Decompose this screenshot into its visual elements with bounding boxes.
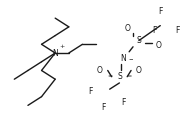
Text: N: N: [120, 54, 126, 62]
Text: F: F: [121, 98, 125, 107]
Text: O: O: [155, 41, 161, 50]
Text: O: O: [97, 66, 103, 75]
Text: +: +: [59, 44, 65, 49]
Text: O: O: [124, 24, 130, 33]
Text: S: S: [117, 72, 122, 81]
Text: N: N: [52, 49, 58, 58]
Text: F: F: [158, 7, 162, 16]
Text: =: =: [107, 74, 112, 79]
Text: F: F: [88, 87, 92, 96]
Text: F: F: [102, 103, 106, 112]
Text: S: S: [136, 36, 141, 45]
Text: F: F: [176, 26, 180, 35]
Text: =: =: [126, 74, 132, 79]
Text: O: O: [136, 66, 142, 75]
Text: F: F: [152, 26, 157, 35]
Text: −: −: [129, 57, 133, 62]
